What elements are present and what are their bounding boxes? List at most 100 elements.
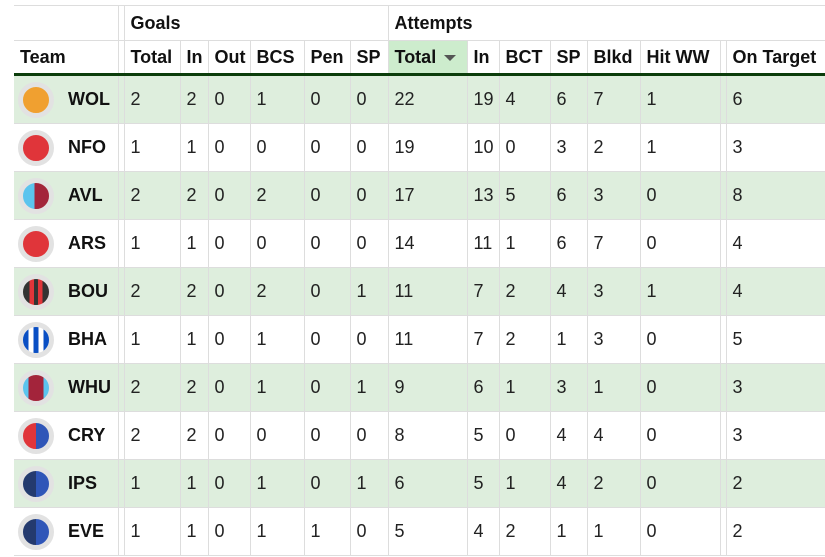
cell-goals-out: 0 <box>207 315 250 364</box>
cell-goals-in: 2 <box>179 74 208 124</box>
separator <box>117 5 124 41</box>
header-attempts-on-target[interactable]: On Target <box>725 40 825 76</box>
team-cell: WHU <box>14 363 118 412</box>
team-badge-icon <box>18 129 54 166</box>
cell-goals-sp: 0 <box>349 411 389 460</box>
cell-attempts-blkd: 1 <box>586 507 641 556</box>
cell-attempts-on-target: 2 <box>725 507 825 556</box>
cell-goals-pen: 0 <box>303 267 350 316</box>
table-row[interactable]: IPS 1 1 0 1 0 1 6 5 1 4 2 0 2 <box>14 459 825 508</box>
header-attempts-blkd[interactable]: Blkd <box>586 40 641 76</box>
cell-attempts-bct: 4 <box>498 74 551 124</box>
stats-table: Goals Attempts Team Total In Out BCS Pen SP Tot… <box>14 5 825 556</box>
cell-goals-pen: 0 <box>303 219 350 268</box>
team-cell: NFO <box>14 123 118 172</box>
cell-goals-sp: 0 <box>349 219 389 268</box>
team-cell: BOU <box>14 267 118 316</box>
team-name: WOL <box>68 89 110 109</box>
cell-attempts-hit-ww: 1 <box>639 123 721 172</box>
cell-goals-out: 0 <box>207 411 250 460</box>
header-label: Out <box>214 46 246 67</box>
cell-attempts-in: 19 <box>466 74 500 124</box>
table-row[interactable]: NFO 1 1 0 0 0 0 19 10 0 3 2 1 3 <box>14 123 825 172</box>
cell-goals-in: 2 <box>179 171 208 220</box>
team-cell: EVE <box>14 507 118 556</box>
team-cell: BHA <box>14 315 118 364</box>
cell-goals-bcs: 1 <box>249 507 304 556</box>
team-name: BOU <box>68 281 108 301</box>
team-name: EVE <box>68 521 105 541</box>
cell-goals-total: 1 <box>123 219 180 268</box>
header-goals-out[interactable]: Out <box>207 40 250 76</box>
cell-attempts-in: 6 <box>466 363 500 412</box>
cell-goals-bcs: 1 <box>249 74 304 124</box>
team-name: AVL <box>68 185 103 205</box>
separator <box>117 459 124 508</box>
header-goals-total[interactable]: Total <box>123 40 180 76</box>
cell-attempts-bct: 1 <box>498 219 551 268</box>
cell-attempts-blkd: 3 <box>586 171 641 220</box>
cell-goals-bcs: 2 <box>249 171 304 220</box>
table-row[interactable]: ARS 1 1 0 0 0 0 14 11 1 6 7 0 4 <box>14 219 825 268</box>
team-cell: IPS <box>14 459 118 508</box>
cell-attempts-on-target: 4 <box>725 219 825 268</box>
header-goals-in[interactable]: In <box>179 40 208 76</box>
table-row[interactable]: AVL 2 2 0 2 0 0 17 13 5 6 3 0 8 <box>14 171 825 220</box>
header-goals-sp[interactable]: SP <box>349 40 389 76</box>
table-row[interactable]: WOL 2 2 0 1 0 0 22 19 4 6 7 1 6 <box>14 74 825 124</box>
table-row[interactable]: EVE 1 1 0 1 1 0 5 4 2 1 1 0 2 <box>14 507 825 556</box>
cell-attempts-in: 10 <box>466 123 500 172</box>
header-attempts-in[interactable]: In <box>466 40 500 76</box>
cell-attempts-in: 5 <box>466 411 500 460</box>
separator <box>719 363 727 412</box>
cell-goals-total: 1 <box>123 459 180 508</box>
cell-goals-total: 2 <box>123 267 180 316</box>
separator <box>719 123 727 172</box>
table-row[interactable]: WHU 2 2 0 1 0 1 9 6 1 3 1 0 3 <box>14 363 825 412</box>
cell-attempts-bct: 1 <box>498 459 551 508</box>
separator <box>117 267 124 316</box>
header-team[interactable]: Team <box>14 40 118 76</box>
table-row[interactable]: BOU 2 2 0 2 0 1 11 7 2 4 3 1 4 <box>14 267 825 316</box>
cell-goals-pen: 0 <box>303 459 350 508</box>
team-badge-icon <box>18 225 54 262</box>
header-goals-bcs[interactable]: BCS <box>249 40 304 76</box>
team-badge-icon <box>18 81 54 118</box>
separator <box>719 40 727 76</box>
cell-attempts-sp: 6 <box>549 171 588 220</box>
separator <box>117 315 124 364</box>
cell-goals-total: 2 <box>123 411 180 460</box>
team-name: IPS <box>68 473 98 493</box>
cell-attempts-hit-ww: 0 <box>639 363 721 412</box>
header-attempts-bct[interactable]: BCT <box>498 40 551 76</box>
attempts-group-header: Attempts <box>387 5 825 41</box>
cell-attempts-hit-ww: 0 <box>639 219 721 268</box>
team-name: NFO <box>68 137 106 157</box>
cell-goals-out: 0 <box>207 219 250 268</box>
cell-goals-in: 1 <box>179 315 208 364</box>
cell-goals-total: 2 <box>123 171 180 220</box>
cell-attempts-on-target: 8 <box>725 171 825 220</box>
team-name: WHU <box>68 377 111 397</box>
table-row[interactable]: BHA 1 1 0 1 0 0 11 7 2 1 3 0 5 <box>14 315 825 364</box>
header-attempts-sp[interactable]: SP <box>549 40 588 76</box>
header-attempts-total[interactable]: Total <box>387 40 468 76</box>
cell-attempts-bct: 1 <box>498 363 551 412</box>
header-goals-pen[interactable]: Pen <box>303 40 350 76</box>
header-attempts-hit-ww[interactable]: Hit WW <box>639 40 721 76</box>
cell-attempts-blkd: 4 <box>586 411 641 460</box>
team-badge-icon <box>18 273 54 310</box>
cell-goals-sp: 1 <box>349 363 389 412</box>
table-row[interactable]: CRY 2 2 0 0 0 0 8 5 0 4 4 0 3 <box>14 411 825 460</box>
cell-goals-bcs: 1 <box>249 363 304 412</box>
sort-descending-icon[interactable] <box>444 54 457 61</box>
cell-attempts-bct: 0 <box>498 411 551 460</box>
cell-attempts-hit-ww: 0 <box>639 459 721 508</box>
separator <box>719 171 727 220</box>
cell-attempts-on-target: 4 <box>725 267 825 316</box>
separator <box>117 363 124 412</box>
cell-goals-sp: 0 <box>349 507 389 556</box>
cell-attempts-on-target: 2 <box>725 459 825 508</box>
cell-attempts-total: 8 <box>387 411 468 460</box>
cell-attempts-on-target: 6 <box>725 74 825 124</box>
